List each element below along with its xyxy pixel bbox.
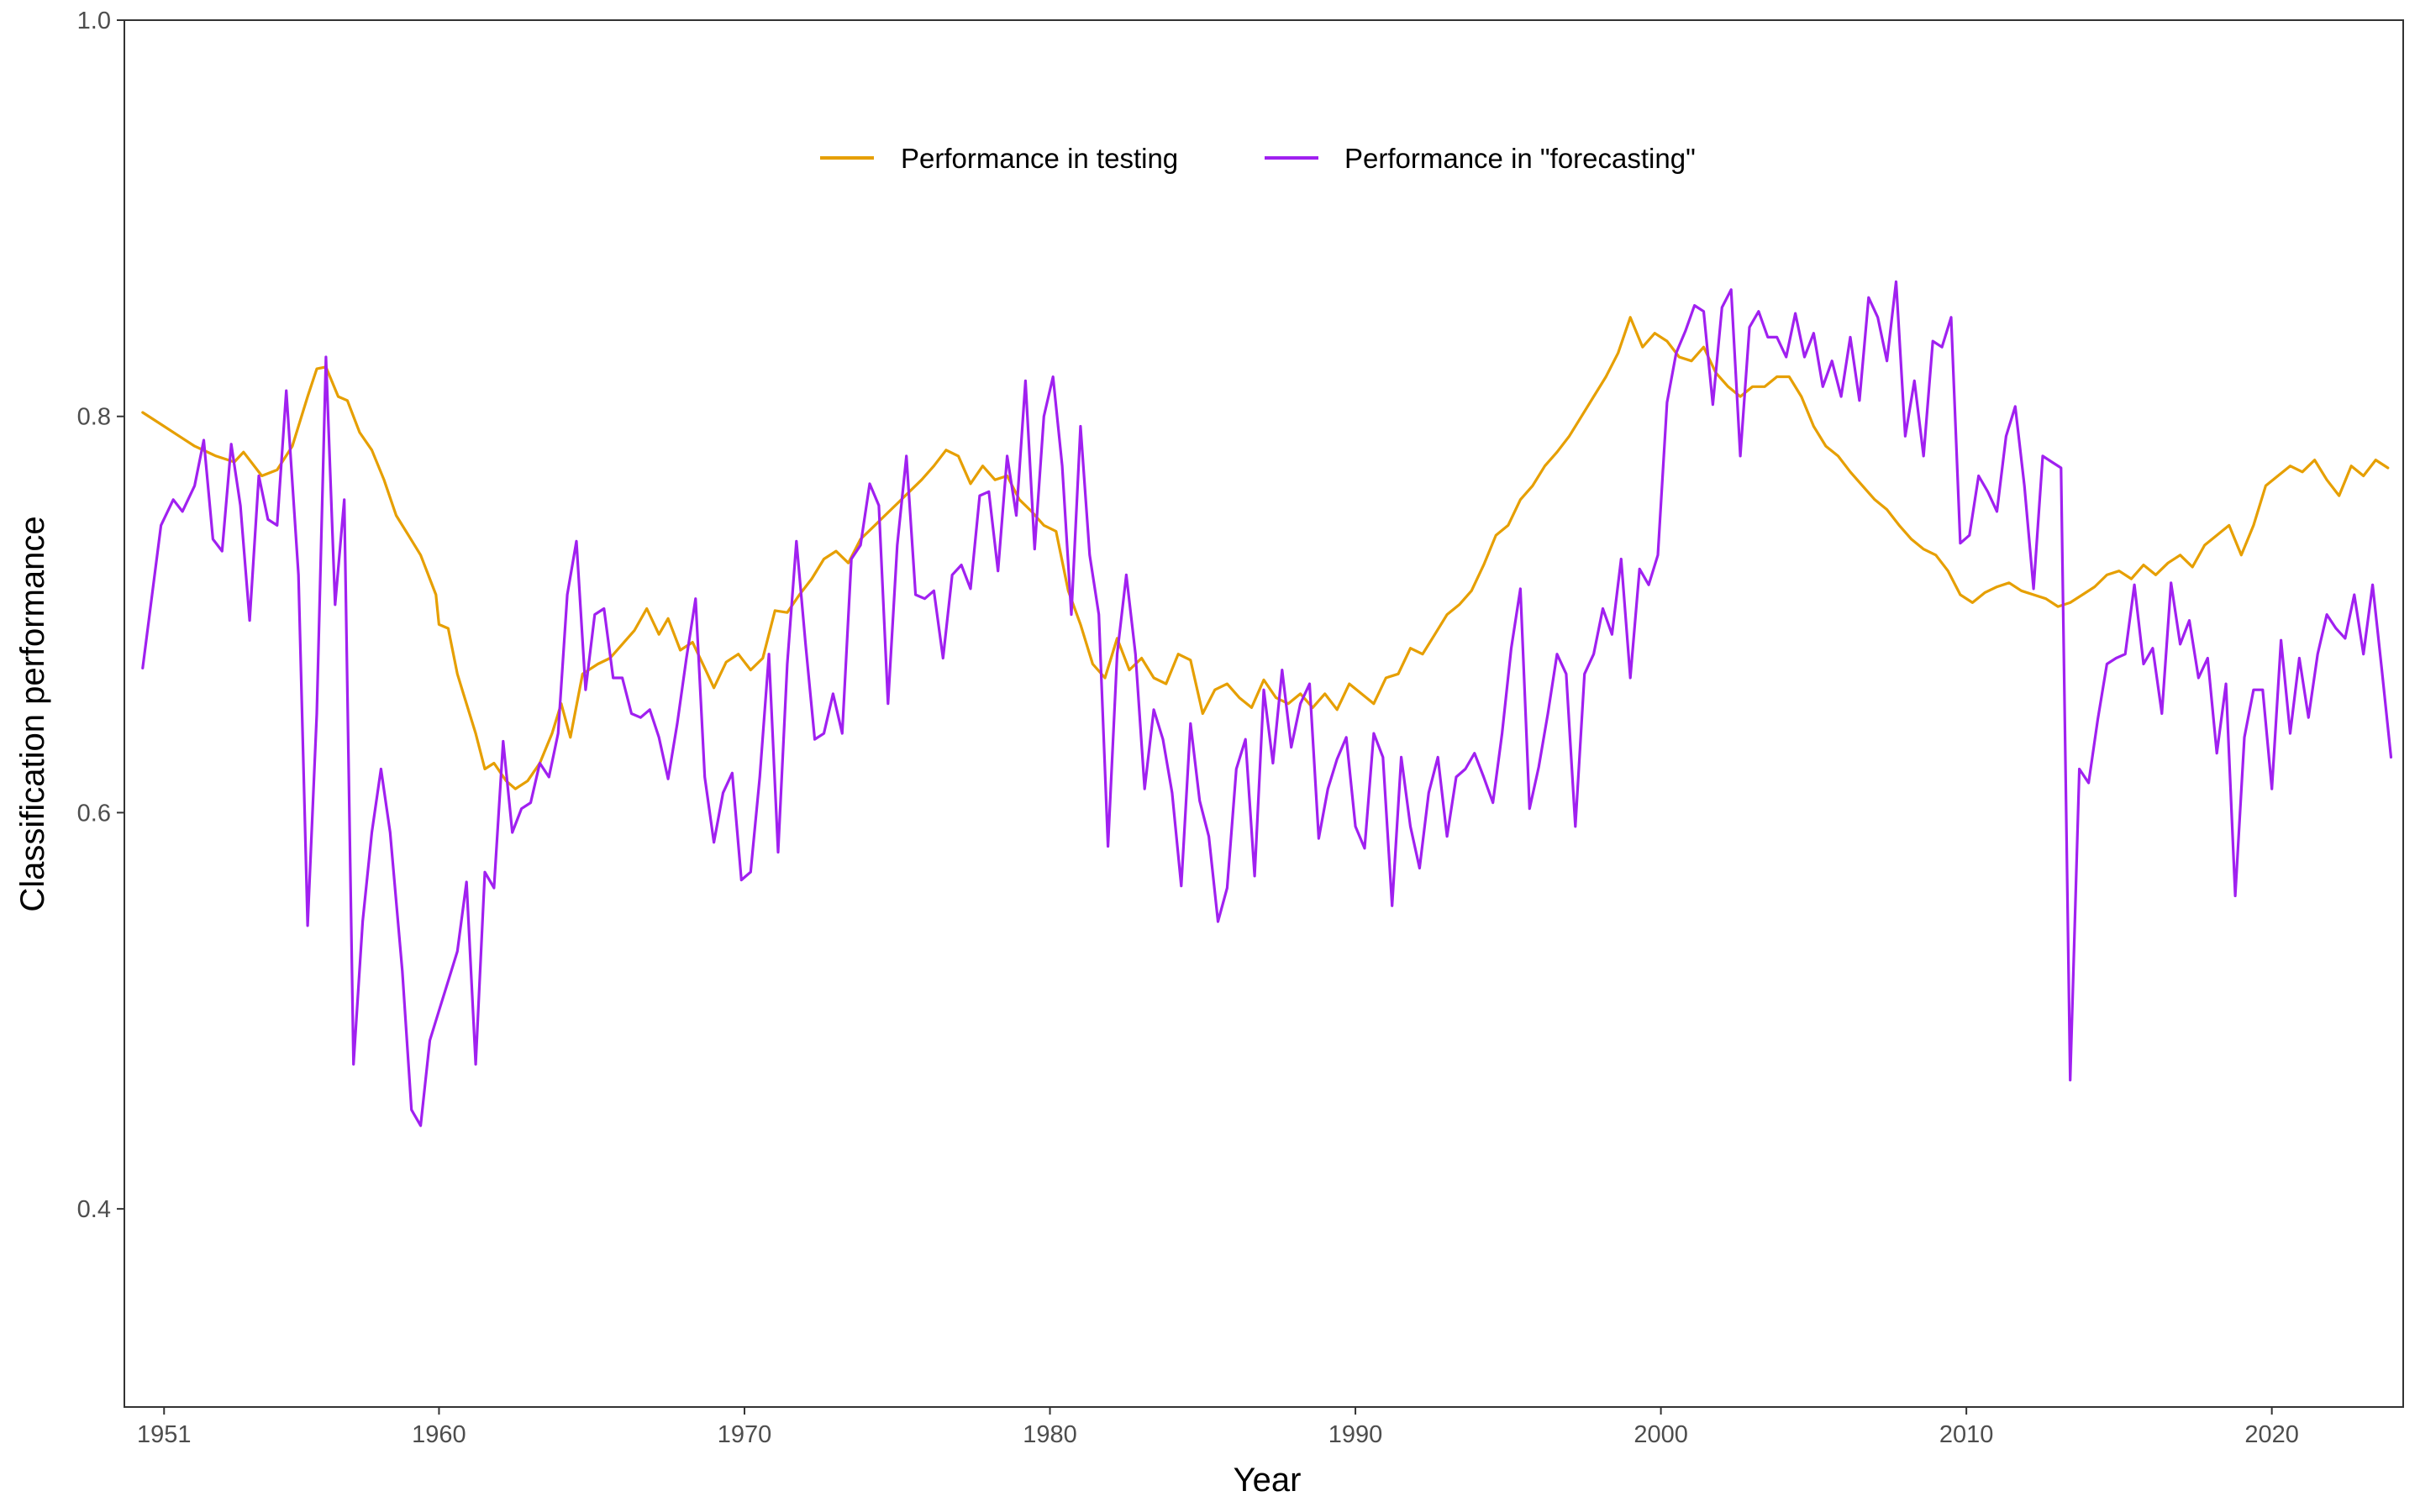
x-tick-label: 1960 xyxy=(412,1421,466,1448)
y-axis-title: Classification performance xyxy=(14,516,51,911)
x-tick-label: 2000 xyxy=(1634,1421,1688,1448)
x-tick-label: 1980 xyxy=(1023,1421,1077,1448)
x-tick-label: 2020 xyxy=(2244,1421,2299,1448)
y-axis: 0.4 0.6 0.8 1.0 xyxy=(77,8,124,1223)
x-tick-label: 1990 xyxy=(1328,1421,1383,1448)
series-layer xyxy=(141,280,2393,1127)
x-axis-title: Year xyxy=(1234,1462,1302,1499)
y-tick-label: 1.0 xyxy=(77,8,111,34)
series-line-testing xyxy=(141,316,2390,790)
y-tick-label: 0.4 xyxy=(77,1196,111,1223)
x-tick-label: 2010 xyxy=(1939,1421,1994,1448)
legend-label-testing: Performance in testing xyxy=(901,143,1178,174)
legend-label-forecasting: Performance in "forecasting" xyxy=(1344,143,1696,174)
x-tick-label: 1951 xyxy=(137,1421,192,1448)
legend: Performance in testing Performance in "f… xyxy=(820,143,1696,174)
series-line-forecasting xyxy=(141,280,2393,1127)
y-tick-label: 0.6 xyxy=(77,800,111,827)
x-tick-label: 1970 xyxy=(718,1421,772,1448)
y-tick-label: 0.8 xyxy=(77,404,111,431)
x-axis: 1951 1960 1970 1980 1990 2000 2010 2020 xyxy=(137,1407,2299,1448)
